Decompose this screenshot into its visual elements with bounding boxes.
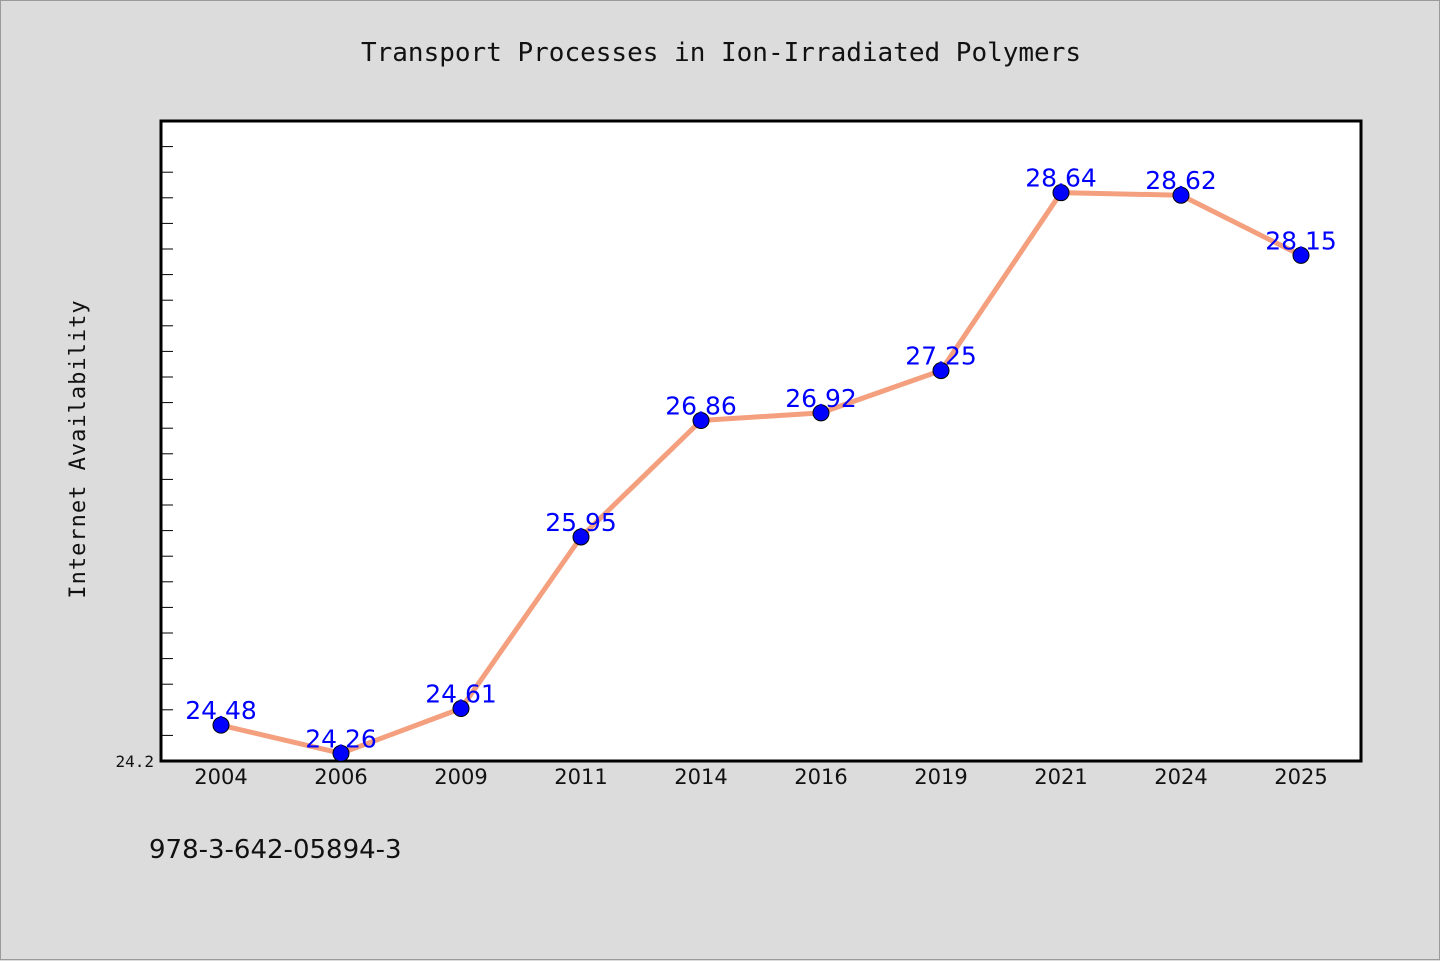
y-minor-ticks: [161, 120, 173, 736]
isbn-footer: 978-3-642-05894-3: [149, 835, 402, 865]
data-label: 24.26: [305, 724, 377, 753]
data-label: 28.62: [1145, 166, 1217, 195]
x-tick-label: 2006: [314, 765, 367, 789]
data-point: [572, 528, 590, 546]
data-label: 24.48: [185, 696, 257, 725]
data-point: [1292, 246, 1310, 264]
x-tick-label: 2021: [1034, 765, 1087, 789]
data-point: [1172, 186, 1190, 204]
x-tick-label: 2004: [194, 765, 247, 789]
data-markers: [212, 184, 1310, 762]
x-tick-label: 2009: [434, 765, 487, 789]
x-tick-label: 2019: [914, 765, 967, 789]
data-point: [332, 744, 350, 762]
data-label: 24.61: [425, 680, 497, 709]
data-point: [692, 412, 710, 430]
x-tick-label: 2011: [554, 765, 607, 789]
data-point: [452, 700, 470, 718]
y-tick-label-min: 24.2: [115, 752, 154, 771]
x-tick-label: 2014: [674, 765, 727, 789]
data-labels: 24.48 24.26 24.61 25.95 26.86 26.92 27.25 28.64…: [185, 164, 1337, 754]
data-label: 28.15: [1265, 226, 1337, 255]
chart-title: Transport Processes in Ion-Irradiated Po…: [361, 38, 1081, 68]
data-point: [1052, 184, 1070, 202]
data-label: 25.95: [545, 508, 617, 537]
data-point: [932, 362, 950, 380]
data-label: 26.92: [785, 384, 857, 413]
x-tick-label: 2016: [794, 765, 847, 789]
plot-area: [159, 119, 1363, 763]
series-line: [220, 190, 1303, 756]
x-tick-label: 2025: [1274, 765, 1327, 789]
x-tick-labels: 2004 2006 2009 2011 2014 2016 2019 2021 2024 2025: [194, 765, 1327, 789]
x-tick-label: 2024: [1154, 765, 1207, 789]
data-label: 27.25: [905, 342, 977, 371]
data-label: 26.86: [665, 392, 737, 421]
data-label: 28.64: [1025, 164, 1097, 193]
data-point: [212, 716, 230, 734]
y-axis-label: Internet Availability: [66, 299, 91, 598]
data-point: [812, 404, 830, 422]
